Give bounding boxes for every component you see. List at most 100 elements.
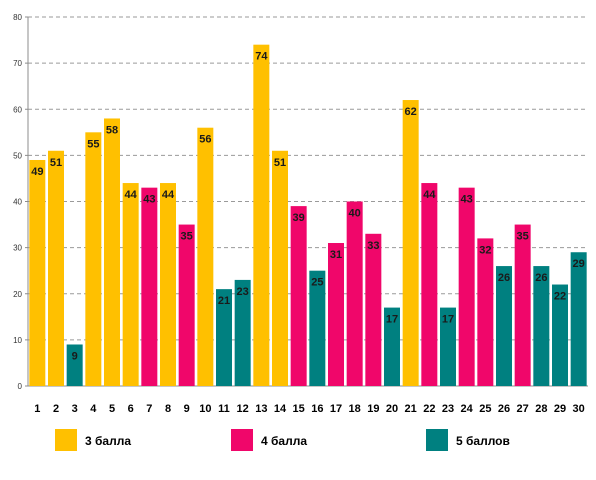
bar — [122, 183, 139, 386]
x-tick-label: 17 — [330, 403, 342, 415]
data-label: 40 — [349, 208, 361, 220]
bar — [328, 243, 344, 386]
x-tick-label: 3 — [72, 403, 78, 415]
legend: 3 балла 4 балла 5 баллов — [55, 429, 510, 451]
data-label: 39 — [293, 212, 305, 224]
x-tick-label: 28 — [535, 403, 547, 415]
bar — [533, 266, 550, 386]
data-label: 49 — [31, 166, 43, 178]
x-tick-label: 25 — [479, 403, 491, 415]
bar — [496, 266, 512, 386]
data-label: 31 — [330, 249, 342, 261]
x-tick-label: 21 — [405, 403, 417, 415]
bar — [309, 270, 326, 386]
gridlines — [28, 16, 588, 341]
bar — [197, 127, 214, 386]
x-tick-label: 14 — [274, 403, 287, 415]
x-tick-label: 20 — [386, 403, 398, 415]
bar — [253, 44, 270, 387]
x-tick-label: 11 — [218, 403, 230, 415]
data-label: 43 — [143, 194, 155, 206]
data-label: 55 — [87, 138, 99, 150]
bars — [29, 44, 587, 387]
data-label: 74 — [255, 51, 268, 63]
data-label: 25 — [311, 277, 323, 289]
data-label: 29 — [573, 258, 585, 270]
bar — [178, 224, 195, 386]
x-tick-label: 9 — [184, 403, 190, 415]
bar — [440, 307, 456, 386]
x-tick-label: 26 — [498, 403, 510, 415]
legend-swatch — [231, 429, 253, 451]
bar — [29, 159, 46, 386]
x-tick-label: 23 — [442, 403, 454, 415]
y-tick-label: 60 — [13, 105, 22, 114]
bar — [384, 307, 400, 386]
bar — [421, 183, 438, 386]
x-tick-label: 15 — [293, 403, 305, 415]
data-label: 22 — [554, 291, 566, 303]
data-labels: 49 51 9 55 58 44 43 44 35 56 21 23 74 51 39 25 31 40 33 17 6… — [31, 51, 585, 363]
bar — [48, 150, 64, 386]
bar — [141, 187, 158, 386]
data-label: 23 — [237, 286, 249, 298]
bar — [458, 187, 475, 386]
legend-label: 3 балла — [85, 434, 131, 448]
bar — [365, 233, 382, 386]
x-tick-label: 7 — [146, 403, 152, 415]
bar — [402, 100, 419, 387]
bar — [234, 279, 251, 386]
x-tick-label: 24 — [461, 403, 474, 415]
y-tick-label: 30 — [13, 244, 22, 253]
data-label: 35 — [181, 231, 193, 243]
x-tick-label: 8 — [165, 403, 171, 415]
bar — [570, 252, 587, 386]
x-tick-label: 13 — [255, 403, 267, 415]
legend-swatch — [426, 429, 448, 451]
legend-label: 4 балла — [261, 434, 307, 448]
data-label: 44 — [423, 189, 436, 201]
y-tick-label: 0 — [18, 382, 23, 391]
x-tick-label: 22 — [423, 403, 435, 415]
data-label: 17 — [442, 314, 454, 326]
bar — [552, 284, 568, 386]
data-label: 44 — [125, 189, 138, 201]
data-label: 32 — [479, 244, 491, 256]
x-tick-label: 18 — [349, 403, 361, 415]
x-tick-label: 1 — [34, 403, 40, 415]
data-label: 33 — [367, 240, 379, 252]
bar — [272, 150, 288, 386]
x-tick-label: 12 — [237, 403, 249, 415]
data-label: 51 — [50, 157, 62, 169]
x-tick-label: 30 — [573, 403, 585, 415]
bar — [216, 289, 232, 386]
y-tick-label: 70 — [13, 59, 22, 68]
y-tick-label: 10 — [13, 336, 22, 345]
x-tick-label: 5 — [109, 403, 115, 415]
x-tick-label: 4 — [90, 403, 97, 415]
legend-swatch — [55, 429, 77, 451]
data-label: 21 — [218, 295, 230, 307]
data-label: 56 — [199, 134, 211, 146]
data-label: 26 — [535, 272, 547, 284]
x-tick-label: 2 — [53, 403, 59, 415]
bar — [477, 238, 494, 386]
y-tick-label: 80 — [13, 13, 22, 22]
legend-label: 5 баллов — [456, 434, 510, 448]
x-tick-label: 19 — [367, 403, 379, 415]
bar — [104, 118, 120, 386]
x-tick-label: 27 — [517, 403, 529, 415]
bar — [66, 344, 83, 386]
x-tick-label: 10 — [199, 403, 211, 415]
data-label: 44 — [162, 189, 175, 201]
data-label: 51 — [274, 157, 286, 169]
x-tick-label: 16 — [311, 403, 323, 415]
bar — [346, 201, 363, 386]
data-label: 9 — [72, 350, 78, 362]
x-tick-label: 6 — [128, 403, 134, 415]
x-tick-label: 29 — [554, 403, 566, 415]
data-label: 43 — [461, 194, 473, 206]
